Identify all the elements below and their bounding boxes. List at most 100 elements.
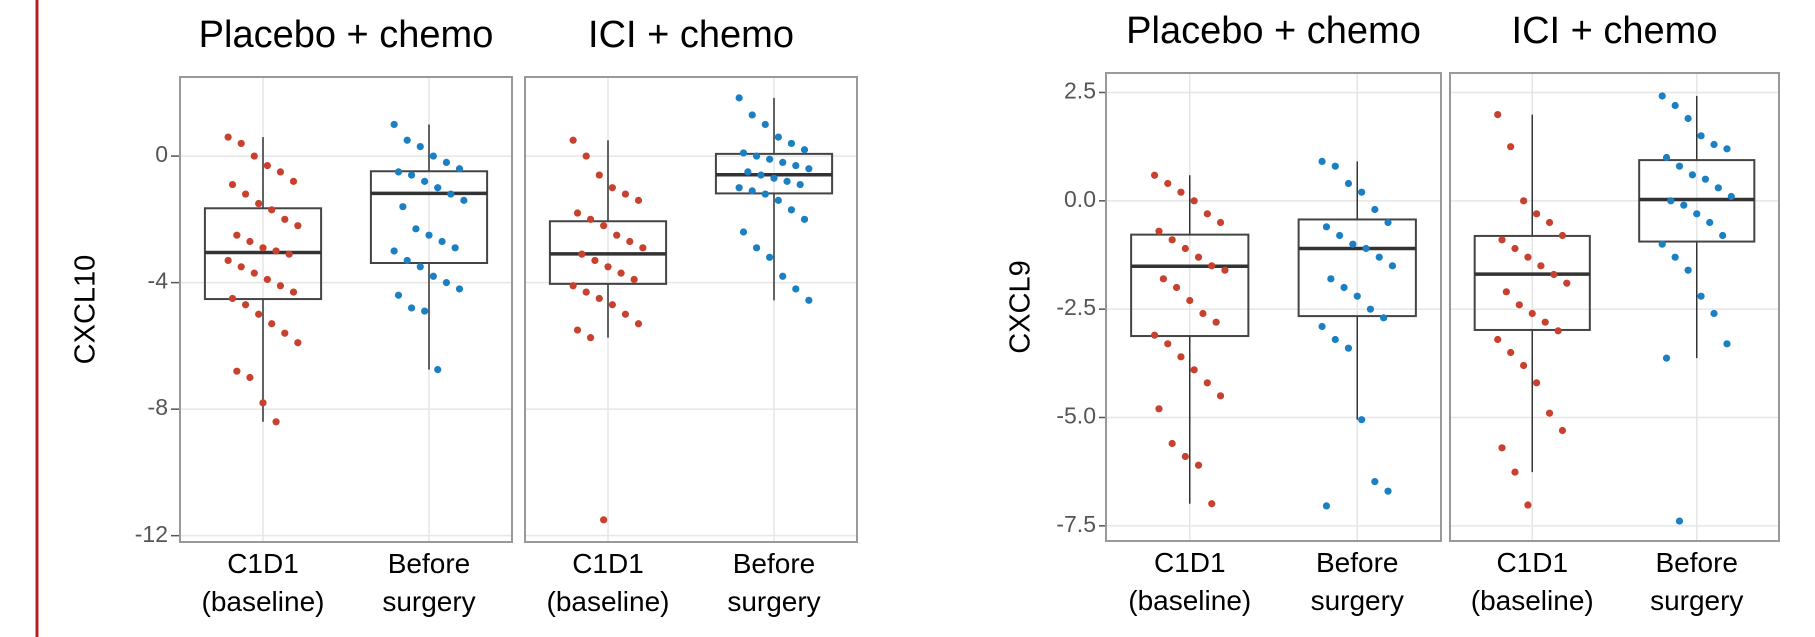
point — [228, 294, 237, 303]
point — [255, 310, 263, 318]
point — [263, 161, 271, 170]
y-tick-label: -7.5 — [1056, 511, 1096, 537]
point — [578, 250, 586, 258]
point — [1662, 153, 1671, 162]
point — [796, 180, 804, 189]
point — [766, 253, 774, 261]
point — [1190, 366, 1198, 374]
point — [1194, 461, 1203, 469]
point — [613, 231, 621, 239]
y-tick-label: -5.0 — [1056, 403, 1096, 429]
point — [604, 263, 612, 271]
point — [1159, 275, 1167, 283]
y-tick-label: 2.5 — [1064, 78, 1096, 104]
point — [1331, 162, 1339, 170]
point — [289, 177, 298, 185]
point — [1221, 266, 1229, 274]
x-tick-label: C1D1 (baseline) — [202, 548, 325, 617]
point — [403, 136, 411, 144]
point — [1554, 327, 1562, 335]
y-tick-label: -12 — [135, 521, 168, 547]
point — [1203, 210, 1211, 218]
point — [1150, 331, 1159, 339]
point — [1563, 279, 1571, 287]
point — [1172, 283, 1181, 292]
point — [1545, 409, 1554, 417]
point — [1164, 179, 1172, 188]
point — [1520, 197, 1528, 205]
point — [1675, 517, 1684, 525]
point — [228, 180, 237, 189]
point — [1515, 301, 1523, 309]
facet-title: Placebo + chemo — [1126, 10, 1421, 52]
point — [1168, 439, 1176, 448]
point — [1710, 140, 1718, 149]
point — [429, 272, 437, 280]
point — [608, 184, 616, 192]
x-tick-label: C1D1 (baseline) — [1128, 547, 1251, 616]
point — [1336, 231, 1344, 240]
point — [1727, 192, 1735, 201]
point — [250, 269, 258, 277]
point — [1675, 162, 1684, 170]
point — [259, 399, 267, 407]
point — [268, 206, 276, 214]
point — [608, 301, 616, 309]
point — [460, 196, 468, 204]
point — [399, 203, 407, 211]
point — [1667, 197, 1675, 205]
point — [1537, 262, 1545, 270]
point — [434, 366, 442, 374]
point — [1511, 244, 1519, 253]
point — [1710, 309, 1718, 318]
point — [586, 334, 595, 342]
point — [1181, 244, 1189, 253]
point — [1507, 348, 1515, 357]
point — [1723, 340, 1731, 348]
point — [1545, 218, 1554, 227]
point — [800, 146, 809, 154]
point — [787, 139, 796, 148]
point — [1494, 111, 1502, 119]
x-tick-label: Before surgery — [727, 548, 820, 617]
point — [434, 184, 442, 192]
point — [1155, 405, 1163, 413]
box — [369, 170, 489, 264]
point — [1155, 227, 1163, 235]
x-tick-label: Before surgery — [1311, 547, 1404, 616]
point — [591, 256, 599, 265]
point — [805, 165, 813, 173]
point — [752, 152, 761, 160]
point — [1164, 340, 1172, 348]
point — [1558, 426, 1567, 435]
point — [425, 231, 433, 239]
point — [639, 244, 647, 252]
point — [1684, 266, 1692, 274]
point — [1388, 262, 1397, 270]
point — [1340, 283, 1348, 292]
point — [403, 256, 411, 265]
point — [1688, 171, 1697, 179]
point — [1524, 253, 1532, 261]
y-tick-label: -2.5 — [1056, 294, 1096, 320]
point — [766, 155, 774, 163]
point — [1181, 452, 1189, 461]
point — [272, 418, 280, 426]
point — [233, 367, 241, 375]
facet-title: ICI + chemo — [588, 14, 794, 56]
point — [792, 285, 800, 293]
point — [272, 247, 280, 255]
point — [1371, 205, 1379, 214]
point — [1203, 379, 1211, 387]
point — [761, 120, 769, 129]
point — [224, 133, 232, 141]
point — [1344, 179, 1353, 188]
point — [1697, 132, 1705, 140]
point — [573, 209, 582, 217]
point — [1177, 188, 1185, 196]
point — [1719, 231, 1727, 240]
point — [416, 263, 424, 271]
point — [241, 301, 250, 309]
point — [1507, 143, 1515, 151]
x-tick-label: Before surgery — [382, 548, 475, 617]
